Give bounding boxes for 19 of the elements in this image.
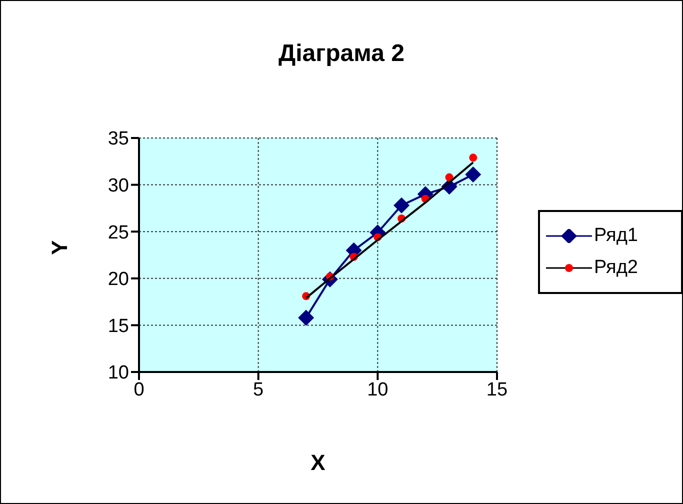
point bbox=[469, 154, 478, 162]
y-axis-title: Y bbox=[46, 240, 72, 255]
y-tick-label: 10 bbox=[108, 362, 129, 384]
legend-label: Ряд2 bbox=[594, 256, 638, 280]
point bbox=[298, 310, 314, 326]
x-tick-label: 0 bbox=[134, 379, 144, 400]
x-tick-label: 15 bbox=[486, 379, 508, 400]
y-tick-label: 15 bbox=[108, 316, 129, 337]
x-tick-label: 5 bbox=[253, 379, 264, 400]
x-tick-label: 10 bbox=[367, 379, 388, 400]
y-tick-label: 25 bbox=[108, 222, 129, 244]
y-tick-label: 35 bbox=[108, 128, 129, 150]
point bbox=[394, 197, 410, 214]
y-tick-label: 20 bbox=[108, 269, 129, 290]
x-axis-title: X bbox=[310, 450, 326, 475]
y-tick-label: 30 bbox=[108, 176, 129, 197]
chart-title: Діаграма 2 bbox=[278, 40, 406, 68]
legend-label: Ряд1 bbox=[594, 224, 638, 248]
point bbox=[465, 166, 482, 183]
